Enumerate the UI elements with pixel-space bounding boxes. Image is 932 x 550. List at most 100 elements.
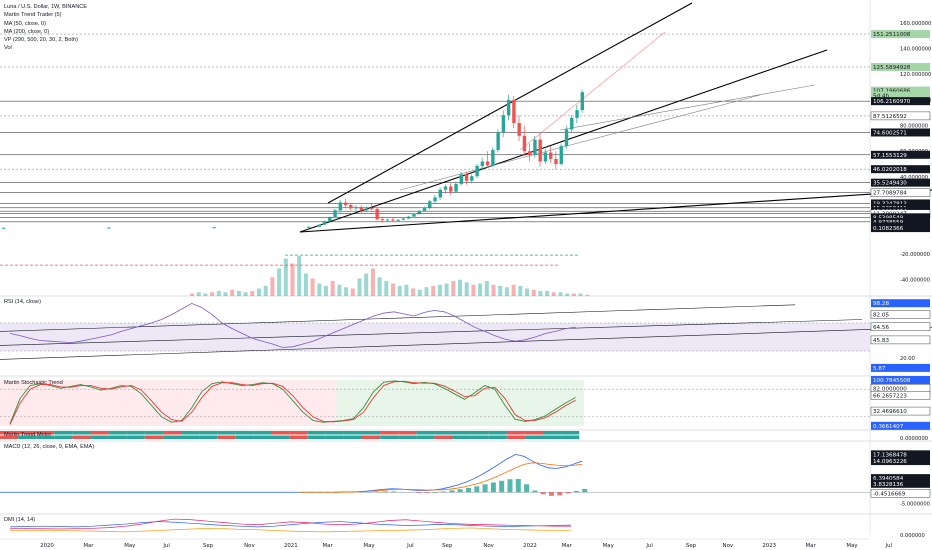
- stoch-axis-tag-text: 0.3661407: [873, 424, 904, 430]
- time-axis-tick: 2023: [762, 543, 776, 549]
- trend-meter-segment: [289, 435, 308, 439]
- dmi-line: [10, 527, 572, 533]
- volume-bar: [531, 289, 536, 296]
- trend-meter-segment: [181, 431, 200, 435]
- time-axis-tick: Sep: [203, 543, 214, 549]
- volume-bar: [571, 293, 576, 296]
- price-tag-text: 87.5126592: [873, 114, 907, 120]
- candle-body: [549, 152, 553, 159]
- volume-bar: [190, 293, 194, 296]
- candle-body: [412, 213, 416, 217]
- volume-bar: [545, 291, 550, 296]
- price-tag-bg: [870, 188, 931, 197]
- trend-meter-segment: [181, 435, 200, 439]
- volume-bar: [417, 289, 422, 296]
- trend-meter-segment: [561, 435, 580, 439]
- candle-body: [375, 208, 379, 220]
- volume-bar: [364, 273, 369, 296]
- rsi-axis-tag-bg: [870, 322, 931, 332]
- trend-meter-segment: [398, 435, 417, 439]
- price-tag-bg: [871, 63, 930, 72]
- trend-meter-segment: [524, 435, 543, 439]
- legend-indicator[interactable]: Martin Trend Trader (5): [4, 12, 62, 19]
- time-axis-tick: Mar: [83, 543, 94, 549]
- candle-body: [454, 183, 458, 192]
- dmi-pane-label[interactable]: DMI (14, 14): [4, 517, 36, 523]
- macd-axis-tag-bg: [871, 479, 930, 488]
- trend-meter-segment: [235, 431, 254, 435]
- rsi-axis-tag-bg: [870, 335, 931, 345]
- candle-body: [459, 174, 464, 184]
- price-tag-text: 5d 4h: [873, 94, 889, 100]
- legend-indicator[interactable]: VP (290, 500, 20, 30, 2, Both): [4, 37, 78, 44]
- stoch-trend-zone: [336, 380, 584, 426]
- legend-symbol[interactable]: Luna / U.S. Dollar, 1W, BINANCE: [4, 4, 88, 10]
- trend-meter-segment: [506, 435, 525, 439]
- stoch-pane-label[interactable]: Martin Stochastic Trend: [4, 380, 63, 386]
- meter-pane-label[interactable]: Martin Trend Meter: [4, 432, 52, 438]
- price-tag-text: 74.6002571: [873, 130, 907, 136]
- trend-meter-segment: [36, 431, 55, 435]
- macd-histogram-bar: [482, 484, 488, 493]
- stoch-axis-tag-text: 100.7845508: [873, 378, 911, 384]
- macd-axis-tag-text: 6.3940584: [873, 476, 904, 482]
- legend-indicator[interactable]: Vol: [4, 45, 12, 52]
- volume-bar: [277, 268, 282, 296]
- macd-axis-tick: -5.0000000: [900, 501, 930, 507]
- legend-indicator[interactable]: MA (200, close, 0): [4, 28, 50, 35]
- time-axis-tick: Nov: [244, 543, 255, 549]
- macd-histogram-bar: [457, 489, 463, 493]
- volume-bar: [370, 268, 375, 296]
- trend-meter-segment: [72, 431, 91, 435]
- stoch-axis-tag-bg: [870, 406, 931, 416]
- trend-meter-segment: [144, 431, 163, 435]
- volume-bar: [578, 293, 583, 296]
- price-tag-text: 57.1553129: [873, 153, 907, 159]
- price-tag-text: 106.2160970: [873, 99, 911, 105]
- candle-body: [212, 227, 216, 229]
- price-tag-text: 27.7089784: [873, 191, 907, 197]
- candle-body: [559, 146, 563, 165]
- volume-bar: [290, 263, 295, 296]
- trend-meter-segment: [108, 431, 127, 435]
- time-axis-tick: Mar: [806, 543, 817, 549]
- macd-pane-label[interactable]: MACD (12, 26, close, 9, EMA, EMA): [4, 444, 95, 450]
- candle-body: [491, 149, 495, 166]
- rsi-trend-line: [0, 304, 796, 332]
- trend-meter-segment: [253, 431, 272, 435]
- rsi-axis-tag-text: 64.56: [873, 325, 889, 331]
- macd-axis-tag: 14.0963226: [871, 457, 930, 466]
- macd-axis-tag-bg: [870, 489, 931, 498]
- candle-body: [470, 176, 474, 181]
- volume-bar: [464, 282, 469, 296]
- stoch-axis-tag: 0.3661407: [871, 421, 930, 430]
- trend-meter-segment: [380, 435, 399, 439]
- candle-body: [580, 92, 584, 111]
- macd-histogram-bar: [449, 490, 455, 493]
- candle-body: [554, 158, 558, 165]
- trend-meter-segment: [144, 435, 163, 439]
- candle-body: [464, 174, 469, 181]
- trend-meter-segment: [90, 435, 109, 439]
- volume-bar: [330, 281, 335, 296]
- price-tag: 107.1960686: [871, 86, 930, 95]
- price-tag: 5d 4h: [871, 91, 930, 100]
- price-tag-text: 107.1960686: [873, 89, 911, 95]
- price-tag: 27.7089784: [870, 188, 931, 197]
- price-tag-bg: [871, 178, 930, 187]
- lower-channel-line: [299, 189, 932, 233]
- volume-bar: [558, 292, 563, 296]
- legend-indicator[interactable]: MA (50, close, 0): [4, 20, 46, 27]
- trend-meter-segment: [343, 435, 362, 439]
- meter-axis-tick: 0.0000000: [900, 436, 928, 442]
- trend-meter-segment: [217, 431, 236, 435]
- macd-line: [300, 453, 583, 493]
- rsi-pane-label[interactable]: RSI (14, close): [4, 299, 41, 305]
- trend-meter-segment: [470, 435, 489, 439]
- candle-body: [391, 219, 395, 221]
- volume-bar: [344, 287, 349, 296]
- volume-bar: [223, 292, 228, 296]
- candle-body: [385, 219, 390, 221]
- trend-meter-segment: [271, 431, 290, 435]
